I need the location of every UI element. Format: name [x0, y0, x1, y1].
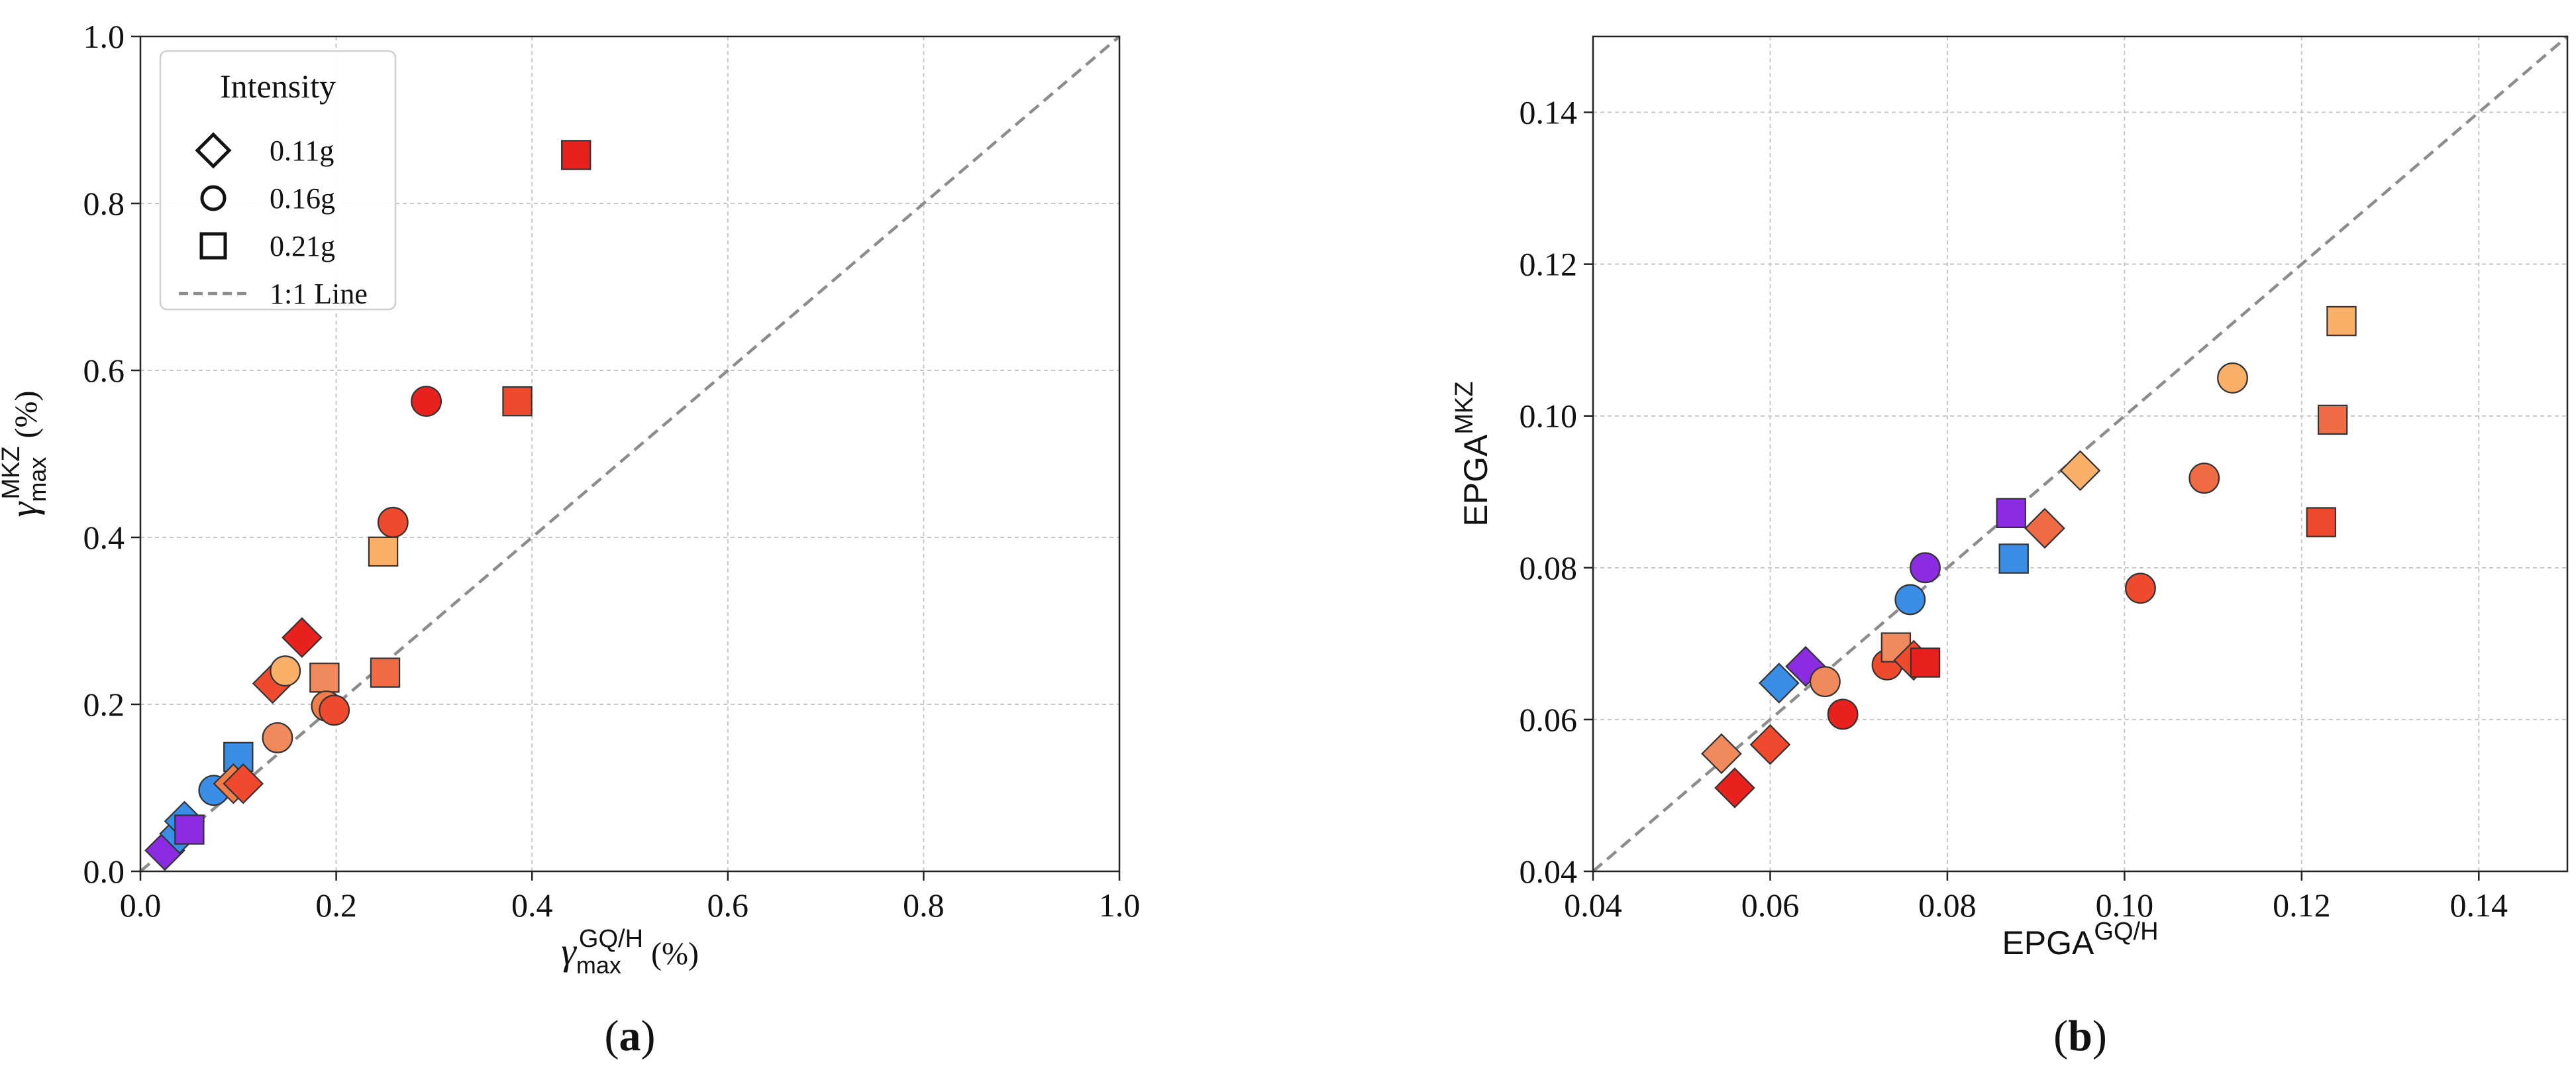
panel-a-point-14 [319, 694, 350, 726]
panel-b-xtick-label-3: 0.10 [2096, 887, 2154, 924]
panel-b-xtick-label-4: 0.12 [2273, 887, 2331, 924]
panel-b-label: (b) [2053, 1012, 2107, 1060]
panel-a-point-3 [174, 814, 205, 845]
panel-b-point-14 [1998, 543, 2029, 574]
panel-a-point-7 [223, 763, 264, 804]
panel-a-point-5 [223, 741, 254, 773]
panel-a-point-16 [370, 657, 401, 688]
panel-b-ytick-label-4: 0.12 [1520, 246, 1578, 283]
panel-a-ytick-label-0: 0.0 [83, 853, 125, 890]
panel-b-ytick-label-1: 0.06 [1520, 701, 1578, 738]
panel-a-point-19 [502, 386, 533, 417]
panel-a-legend-box [159, 50, 397, 311]
panel-b-point-1 [1714, 767, 1755, 808]
panel-b-ytick-label-3: 0.10 [1520, 398, 1578, 435]
panel-b-point-12 [1910, 552, 1941, 584]
panel-b-point-16 [2059, 450, 2101, 492]
panel-a-legend-label-3: 1:1 Line [270, 278, 368, 310]
panel-b-xtick-label-2: 0.08 [1918, 887, 1977, 924]
panel-b-point-2 [1749, 724, 1791, 765]
panel-a-point-20 [561, 140, 592, 170]
panel-a-legend-title: Intensity [220, 68, 336, 105]
panel-a-legend-label-1: 0.16g [270, 182, 335, 215]
panel-b-xtick-label-1: 0.06 [1741, 887, 1800, 924]
panel-b-point-21 [2317, 404, 2348, 435]
panel-a-points [144, 140, 592, 871]
panel-b-ylabel: EPGAMKZ [1451, 381, 1494, 526]
panel-b-points [1701, 305, 2357, 808]
panel-a-xtick-label-5: 1.0 [1099, 887, 1141, 924]
panel-b-ytick-label-0: 0.04 [1520, 853, 1578, 890]
panel-a-legend-label-0: 0.11g [270, 135, 334, 167]
panel-a-point-15 [368, 536, 399, 567]
panel-a-xtick-label-1: 0.2 [315, 887, 357, 924]
panel-a-xlabel: γmaxGQ/H (%) [561, 925, 699, 979]
panel-a-ylabel: γmaxMKZ (%) [0, 390, 51, 517]
panel-a-point-11 [282, 617, 323, 659]
panel-b-ytick-label-5: 0.14 [1520, 94, 1578, 131]
panel-a-legend-marker-square [199, 232, 227, 260]
panel-b-point-3 [1758, 663, 1800, 704]
panel-a-xtick-label-3: 0.6 [707, 887, 749, 924]
panel-a-axes-frame [139, 35, 1121, 873]
panel-a-ytick-label-5: 1.0 [83, 18, 125, 55]
panel-a-point-18 [411, 386, 442, 417]
panel-b-point-13 [1996, 498, 2026, 529]
panel-b-point-6 [1827, 698, 1859, 730]
panel-a-ytick-label-3: 0.6 [83, 352, 125, 389]
panel-b-axes-frame [1592, 35, 2569, 873]
panel-a-ytick-label-1: 0.2 [83, 686, 125, 723]
panel-a-one-to-one-line [139, 35, 1121, 873]
panel-a-legend: Intensity 0.11g 0.16g 0.21g 1:1 Line [159, 50, 397, 311]
panel-b-point-11 [1894, 584, 1926, 616]
panel-b-point-0 [1701, 733, 1742, 775]
panel-b-xtick-label-0: 0.04 [1564, 887, 1622, 924]
panel-a-legend-label-2: 0.21g [270, 230, 335, 262]
panel-b-point-10 [1910, 647, 1941, 678]
panel-b-point-17 [2125, 572, 2156, 604]
panel-a: 0.0 0.2 0.4 0.6 0.8 1.0 0.0 0.2 0.4 0.6 0.8 1.0 γmax… [0, 18, 1140, 1060]
panel-a-xtick-label-0: 0.0 [120, 887, 162, 924]
panel-a-ytick-label-4: 0.8 [83, 185, 125, 222]
panel-a-point-12 [309, 662, 340, 693]
panel-b-xtick-label-5: 0.14 [2450, 887, 2508, 924]
panel-b-point-22 [2326, 305, 2357, 337]
panel-a-point-10 [270, 655, 301, 687]
panel-a-xtick-label-4: 0.8 [903, 887, 945, 924]
panel-b-xlabel: EPGAGQ/H [2002, 918, 2158, 961]
panel-a-point-9 [262, 722, 293, 753]
panel-b: 0.04 0.06 0.08 0.10 0.12 0.14 0.04 0.06 0.08 0.10… [1451, 35, 2569, 1060]
panel-a-xtick-label-2: 0.4 [511, 887, 553, 924]
panel-b-point-19 [2217, 362, 2248, 394]
panel-a-point-17 [377, 506, 409, 538]
panel-b-point-18 [2189, 463, 2220, 494]
panel-a-legend-marker-diamond [195, 132, 232, 169]
panel-a-label: (a) [605, 1012, 656, 1060]
panel-b-ytick-label-2: 0.08 [1520, 549, 1578, 586]
panel-a-ytick-label-2: 0.4 [83, 519, 125, 556]
panel-b-point-5 [1809, 666, 1841, 698]
panel-b-point-20 [2306, 507, 2336, 537]
panel-a-legend-marker-circle [200, 185, 227, 211]
panel-b-point-15 [2024, 508, 2065, 549]
